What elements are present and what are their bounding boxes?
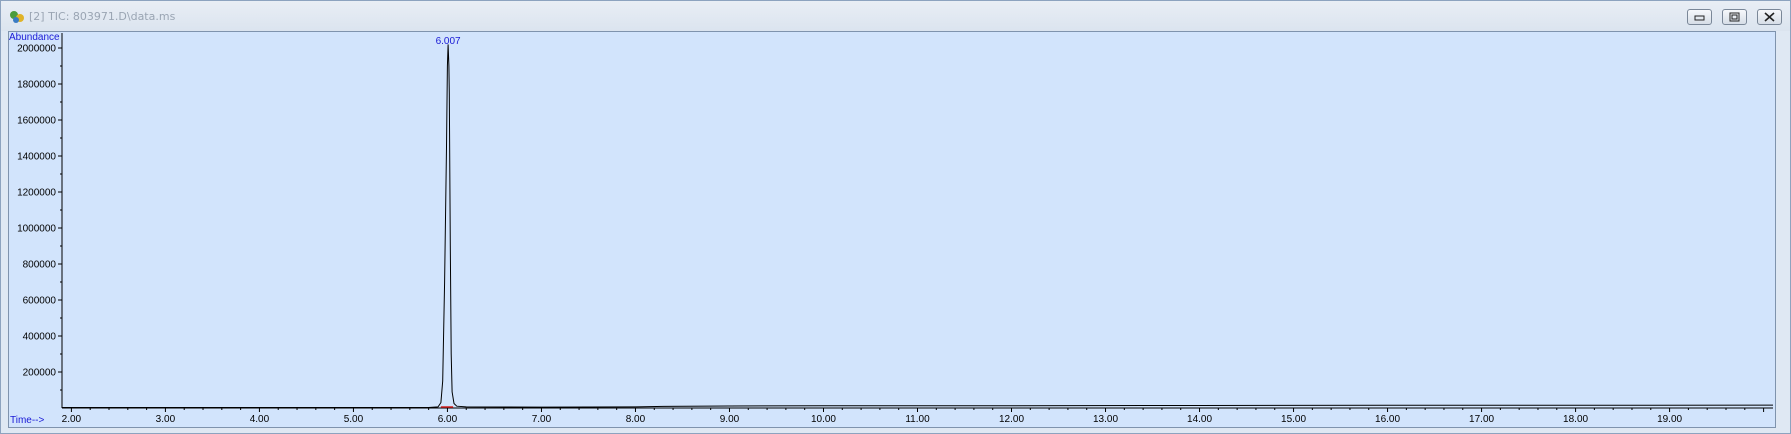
y-tick-label: 1800000 [17, 80, 56, 91]
x-tick-label: 9.00 [720, 414, 740, 425]
minimize-button[interactable] [1687, 9, 1712, 25]
y-tick-label: 1000000 [17, 224, 56, 235]
y-tick-label: 400000 [23, 332, 57, 343]
x-axis-ticks: 2.00 3.00 4.00 5.00 6.00 7.00 8.00 9.00 10.00 11.… [62, 408, 1765, 425]
plot-panel[interactable] [8, 31, 1776, 428]
y-tick-label: 2000000 [17, 44, 56, 55]
series-layer [62, 44, 1774, 408]
peak-labels: 6.007 [436, 36, 461, 47]
x-tick-label: 17.00 [1469, 414, 1494, 425]
restore-icon [1729, 12, 1740, 22]
tic-trace [62, 44, 1774, 408]
chromatogram-app-icon [10, 11, 24, 23]
axes [61, 33, 1773, 409]
y-tick-label: 800000 [23, 260, 57, 271]
x-axis-label: Time--> [10, 415, 45, 426]
x-tick-label: 15.00 [1281, 414, 1306, 425]
x-tick-label: 2.00 [62, 414, 82, 425]
title-bar[interactable]: [2] TIC: 803971.D\data.ms [1, 1, 1790, 31]
x-tick-label: 18.00 [1563, 414, 1588, 425]
x-tick-label: 14.00 [1187, 414, 1212, 425]
minimize-icon [1694, 15, 1705, 21]
x-tick-label: 6.00 [438, 414, 458, 425]
x-tick-label: 7.00 [532, 414, 552, 425]
restore-button[interactable] [1722, 9, 1747, 25]
y-axis-ticks: 200000 400000 600000 800000 1000000 1200000 14… [17, 44, 62, 391]
close-icon [1764, 12, 1775, 22]
x-tick-label: 3.00 [156, 414, 176, 425]
x-tick-label: 10.00 [811, 414, 836, 425]
peak-label: 6.007 [436, 36, 461, 47]
x-tick-label: 8.00 [626, 414, 646, 425]
x-tick-label: 4.00 [250, 414, 270, 425]
y-tick-label: 1400000 [17, 152, 56, 163]
y-tick-label: 1600000 [17, 116, 56, 127]
x-tick-label: 11.00 [905, 414, 930, 425]
x-tick-label: 16.00 [1375, 414, 1400, 425]
y-axis-label: Abundance [9, 32, 60, 43]
chromatogram-chart[interactable]: 2.00 3.00 4.00 5.00 6.00 7.00 8.00 9.00 10.00 11.… [8, 31, 1776, 428]
x-tick-label: 13.00 [1093, 414, 1118, 425]
x-tick-label: 19.00 [1657, 414, 1682, 425]
window-title: [2] TIC: 803971.D\data.ms [29, 10, 176, 23]
y-tick-label: 1200000 [17, 188, 56, 199]
x-tick-label: 12.00 [999, 414, 1024, 425]
close-button[interactable] [1757, 9, 1782, 25]
y-tick-label: 600000 [23, 296, 57, 307]
y-tick-label: 200000 [23, 368, 57, 379]
x-tick-label: 5.00 [344, 414, 364, 425]
